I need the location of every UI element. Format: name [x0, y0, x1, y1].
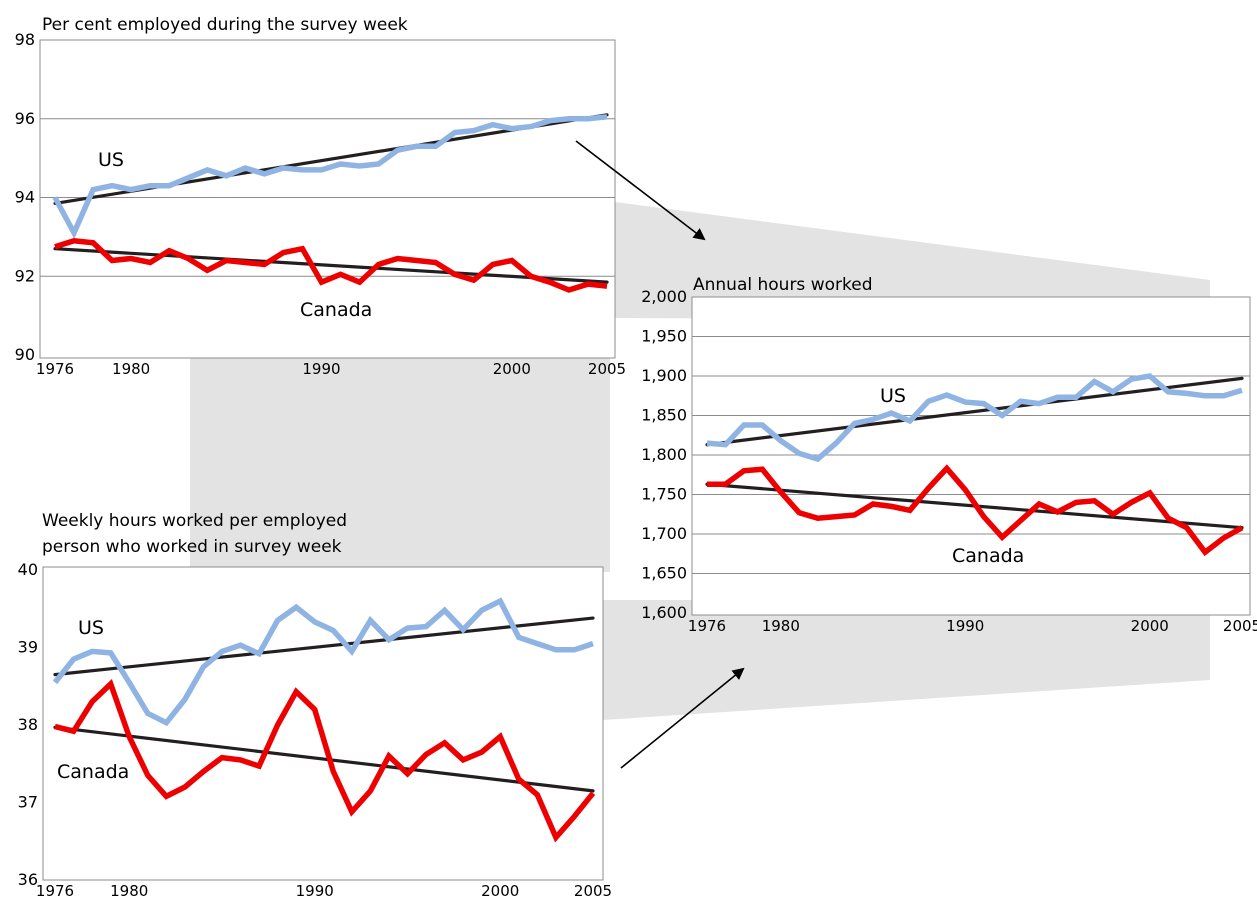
annual-canada-series-line: [707, 464, 1244, 557]
annual-us-series-line: [706, 373, 1243, 463]
arrow-to-annual-from-weekly: [620, 667, 745, 769]
annual-x-tick-label: 1980: [762, 617, 800, 635]
employed-y-tick-label: 90: [15, 345, 35, 364]
employed-plot-frame: [39, 39, 616, 359]
annual-plot-frame: [691, 296, 1251, 616]
weekly-us-series-line: [52, 597, 594, 727]
employed-y-tick-label: 92: [15, 266, 35, 285]
employed-y-tick-label: 94: [15, 188, 35, 207]
employed-x-tick-label: 1976: [36, 360, 74, 378]
weekly-chart-title-line2: person who worked in survey week: [42, 537, 342, 557]
weekly-x-tick-labels: 1976 1980 1990 2000 2005: [36, 882, 612, 900]
annual-x-tick-label: 1976: [688, 617, 726, 635]
weekly-y-tick-label: 36: [18, 870, 38, 889]
weekly-y-tick-label: 40: [18, 560, 38, 579]
employed-canada-label: Canada: [300, 299, 372, 321]
employed-canada-series-line: [54, 238, 608, 293]
weekly-x-tick-label: 1990: [296, 882, 334, 900]
weekly-us-trend-line: [53, 616, 595, 677]
weekly-us-label: US: [78, 617, 104, 639]
employed-y-tick-labels: 90 92 94 96 98: [15, 30, 35, 364]
annual-x-tick-label: 2000: [1131, 617, 1169, 635]
annual-series-lines: [706, 373, 1244, 557]
annual-y-tick-labels: 1,600 1,650 1,700 1,750 1,800 1,850 1,900 1,950…: [641, 287, 687, 622]
weekly-y-tick-label: 38: [18, 715, 38, 734]
employed-canada-trend-line: [53, 247, 609, 284]
employed-chart: Per cent employed during the survey week…: [15, 15, 626, 378]
weekly-x-tick-label: 1976: [36, 882, 74, 900]
weekly-to-annual-connector: [603, 600, 1210, 720]
annual-y-tick-label: 1,950: [641, 327, 687, 346]
weekly-y-tick-label: 39: [18, 638, 38, 657]
top-to-weekly-connector: [190, 358, 610, 572]
annual-x-tick-labels: 1976 1980 1990 2000 2005: [688, 617, 1257, 635]
employed-chart-title: Per cent employed during the survey week: [42, 15, 408, 35]
annual-hours-chart: Annual hours worked 1,600 1,650 1,700 1,750…: [641, 275, 1257, 635]
employed-y-tick-label: 98: [15, 30, 35, 49]
employed-x-tick-label: 2005: [588, 360, 626, 378]
annual-y-tick-label: 1,700: [641, 524, 687, 543]
weekly-canada-trend-line: [53, 725, 595, 793]
weekly-canada-label: Canada: [57, 761, 129, 783]
employed-x-tick-labels: 1976 1980 1990 2000 2005: [36, 360, 626, 378]
annual-us-label: US: [880, 385, 906, 407]
weekly-x-tick-label: 1980: [110, 882, 148, 900]
weekly-hours-chart: Weekly hours worked per employed person …: [18, 511, 612, 900]
weekly-x-tick-label: 2000: [481, 882, 519, 900]
weekly-trend-lines: [53, 616, 595, 793]
annual-us-trend-line: [705, 376, 1244, 447]
annual-y-tick-label: 1,650: [641, 564, 687, 583]
annual-y-tick-label: 1,750: [641, 485, 687, 504]
weekly-y-tick-label: 37: [18, 793, 38, 812]
employed-x-tick-label: 2000: [493, 360, 531, 378]
employed-us-label: US: [98, 149, 124, 171]
annual-y-tick-label: 1,850: [641, 406, 687, 425]
weekly-series-lines: [52, 597, 596, 843]
weekly-canada-series-line: [54, 678, 596, 843]
annual-y-tick-label: 2,000: [641, 287, 687, 306]
annual-x-tick-label: 2005: [1223, 617, 1257, 635]
employed-x-tick-label: 1980: [112, 360, 150, 378]
annual-x-tick-label: 1990: [946, 617, 984, 635]
employed-us-series-line: [52, 114, 608, 240]
weekly-y-tick-labels: 36 37 38 39 40: [18, 560, 38, 889]
annual-chart-title: Annual hours worked: [693, 275, 872, 295]
employed-series-lines: [52, 114, 608, 293]
weekly-chart-title-line1: Weekly hours worked per employed: [42, 511, 347, 531]
employed-y-tick-label: 96: [15, 109, 35, 128]
annual-canada-label: Canada: [952, 545, 1024, 567]
annual-y-tick-label: 1,900: [641, 366, 687, 385]
arrow-to-annual-from-top: [575, 140, 706, 241]
top-to-annual-connector: [615, 202, 1210, 320]
annual-y-tick-label: 1,800: [641, 445, 687, 464]
weekly-x-tick-label: 2005: [574, 882, 612, 900]
employed-x-tick-label: 1990: [302, 360, 340, 378]
annual-y-tick-label: 1,600: [641, 603, 687, 622]
